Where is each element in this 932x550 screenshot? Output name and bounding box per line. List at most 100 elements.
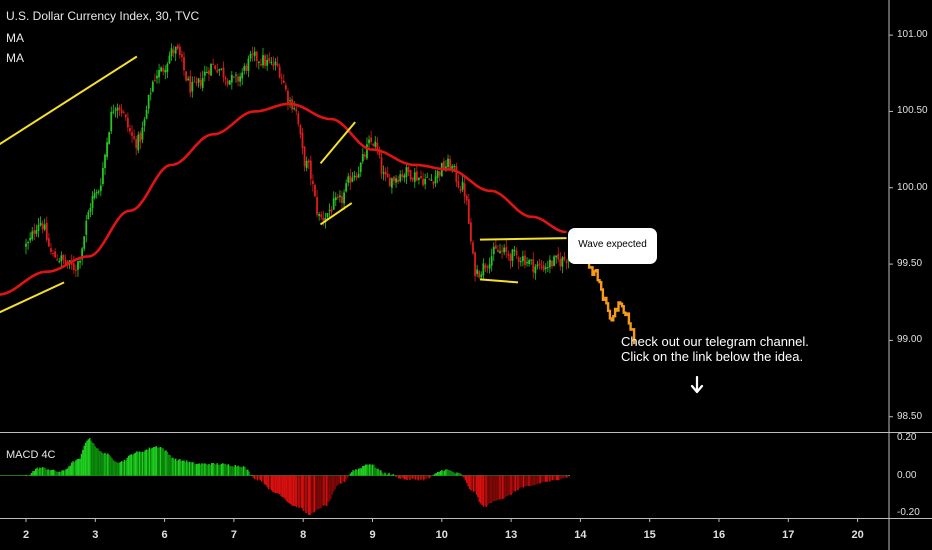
macd-bar bbox=[179, 458, 181, 476]
macd-bar bbox=[554, 475, 557, 480]
candle-body bbox=[557, 254, 560, 260]
candle-body bbox=[376, 142, 379, 151]
candle-body bbox=[183, 57, 185, 71]
macd-bar bbox=[427, 475, 429, 478]
candle-body bbox=[524, 255, 526, 266]
candle-body bbox=[141, 127, 144, 140]
macd-bar bbox=[55, 471, 58, 476]
macd-bar bbox=[292, 475, 295, 506]
macd-bar bbox=[416, 475, 418, 480]
candle-body bbox=[89, 207, 92, 212]
note-line-2: Click on the link below the idea. bbox=[621, 349, 804, 364]
macd-bar bbox=[71, 462, 73, 476]
macd-bar bbox=[303, 475, 306, 511]
candle-body bbox=[457, 181, 460, 188]
macd-bar bbox=[252, 475, 255, 478]
macd-bar bbox=[348, 475, 350, 477]
macd-bar bbox=[224, 463, 227, 476]
candle-body bbox=[428, 178, 431, 180]
candle-body bbox=[341, 196, 343, 203]
macd-bar bbox=[482, 475, 485, 507]
candle-body bbox=[374, 141, 377, 147]
candle-body bbox=[143, 119, 146, 126]
macd-bar bbox=[47, 469, 49, 476]
macd-bar bbox=[420, 475, 422, 480]
macd-bar bbox=[341, 475, 343, 484]
macd-bar bbox=[145, 449, 148, 476]
macd-bar bbox=[181, 460, 184, 476]
macd-bar bbox=[79, 458, 81, 476]
macd-bar bbox=[249, 474, 252, 476]
candle-body bbox=[447, 158, 449, 168]
time-tick-label: 9 bbox=[369, 529, 376, 541]
macd-bar bbox=[184, 462, 187, 476]
candle-body bbox=[297, 113, 300, 125]
candle-body bbox=[126, 117, 129, 128]
macd-bar bbox=[317, 475, 320, 510]
macd-bar bbox=[499, 475, 501, 500]
macd-bar bbox=[409, 475, 411, 481]
macd-bar bbox=[551, 475, 554, 481]
candle-body bbox=[328, 210, 331, 212]
candle-body bbox=[363, 154, 366, 157]
candle-body bbox=[260, 64, 262, 66]
macd-bar bbox=[295, 475, 297, 508]
macd-bar bbox=[369, 464, 371, 476]
macd-bar bbox=[119, 462, 121, 476]
macd-bar bbox=[411, 475, 414, 479]
macd-bar bbox=[46, 469, 48, 476]
macd-bar bbox=[364, 464, 367, 476]
macd-indicator-label[interactable]: MACD 4C bbox=[6, 449, 56, 461]
macd-bar bbox=[301, 475, 303, 508]
macd-bar bbox=[342, 475, 345, 482]
macd-bar bbox=[351, 472, 353, 476]
macd-bar bbox=[328, 475, 331, 502]
macd-bar bbox=[522, 475, 525, 488]
macd-bar bbox=[197, 463, 199, 476]
macd-bar bbox=[388, 472, 390, 476]
macd-bar bbox=[159, 446, 162, 476]
macd-bar bbox=[98, 450, 101, 476]
candle-body bbox=[62, 254, 65, 260]
macd-bar bbox=[407, 475, 410, 479]
macd-bar bbox=[193, 462, 195, 476]
candle-body bbox=[158, 70, 160, 78]
macd-bar bbox=[327, 475, 329, 503]
candle-body bbox=[278, 66, 281, 78]
legend-ma-2[interactable]: MA bbox=[6, 51, 24, 65]
time-tick-label: 10 bbox=[435, 529, 448, 541]
macd-bar bbox=[450, 470, 453, 476]
candle-body bbox=[193, 81, 196, 83]
macd-bar bbox=[565, 475, 568, 478]
macd-bar bbox=[468, 475, 471, 490]
macd-bar bbox=[48, 470, 51, 476]
legend-ma-1[interactable]: MA bbox=[6, 31, 24, 45]
candle-body bbox=[239, 76, 242, 82]
moving-average-line bbox=[0, 102, 567, 296]
macd-bar bbox=[477, 475, 479, 498]
macd-bar bbox=[520, 475, 522, 488]
macd-bar bbox=[467, 475, 469, 487]
macd-bar bbox=[312, 475, 314, 513]
macd-bar bbox=[360, 468, 363, 476]
macd-bar bbox=[28, 475, 30, 477]
candle-body bbox=[33, 230, 36, 234]
candle-body bbox=[241, 72, 244, 79]
macd-bar bbox=[452, 471, 454, 476]
macd-bar bbox=[332, 475, 335, 492]
macd-bar bbox=[500, 475, 503, 499]
macd-bar bbox=[521, 475, 523, 488]
candle-body bbox=[195, 82, 198, 84]
macd-bar bbox=[461, 475, 464, 477]
macd-bar bbox=[266, 475, 268, 488]
macd-bar bbox=[435, 473, 437, 476]
macd-bar bbox=[459, 473, 461, 476]
time-tick-label: 3 bbox=[92, 529, 99, 541]
macd-bar bbox=[122, 461, 124, 476]
candle-body bbox=[561, 257, 564, 267]
macd-bar bbox=[93, 443, 95, 476]
macd-bar bbox=[130, 454, 133, 476]
macd-bar bbox=[484, 475, 486, 506]
macd-bar bbox=[280, 475, 282, 497]
